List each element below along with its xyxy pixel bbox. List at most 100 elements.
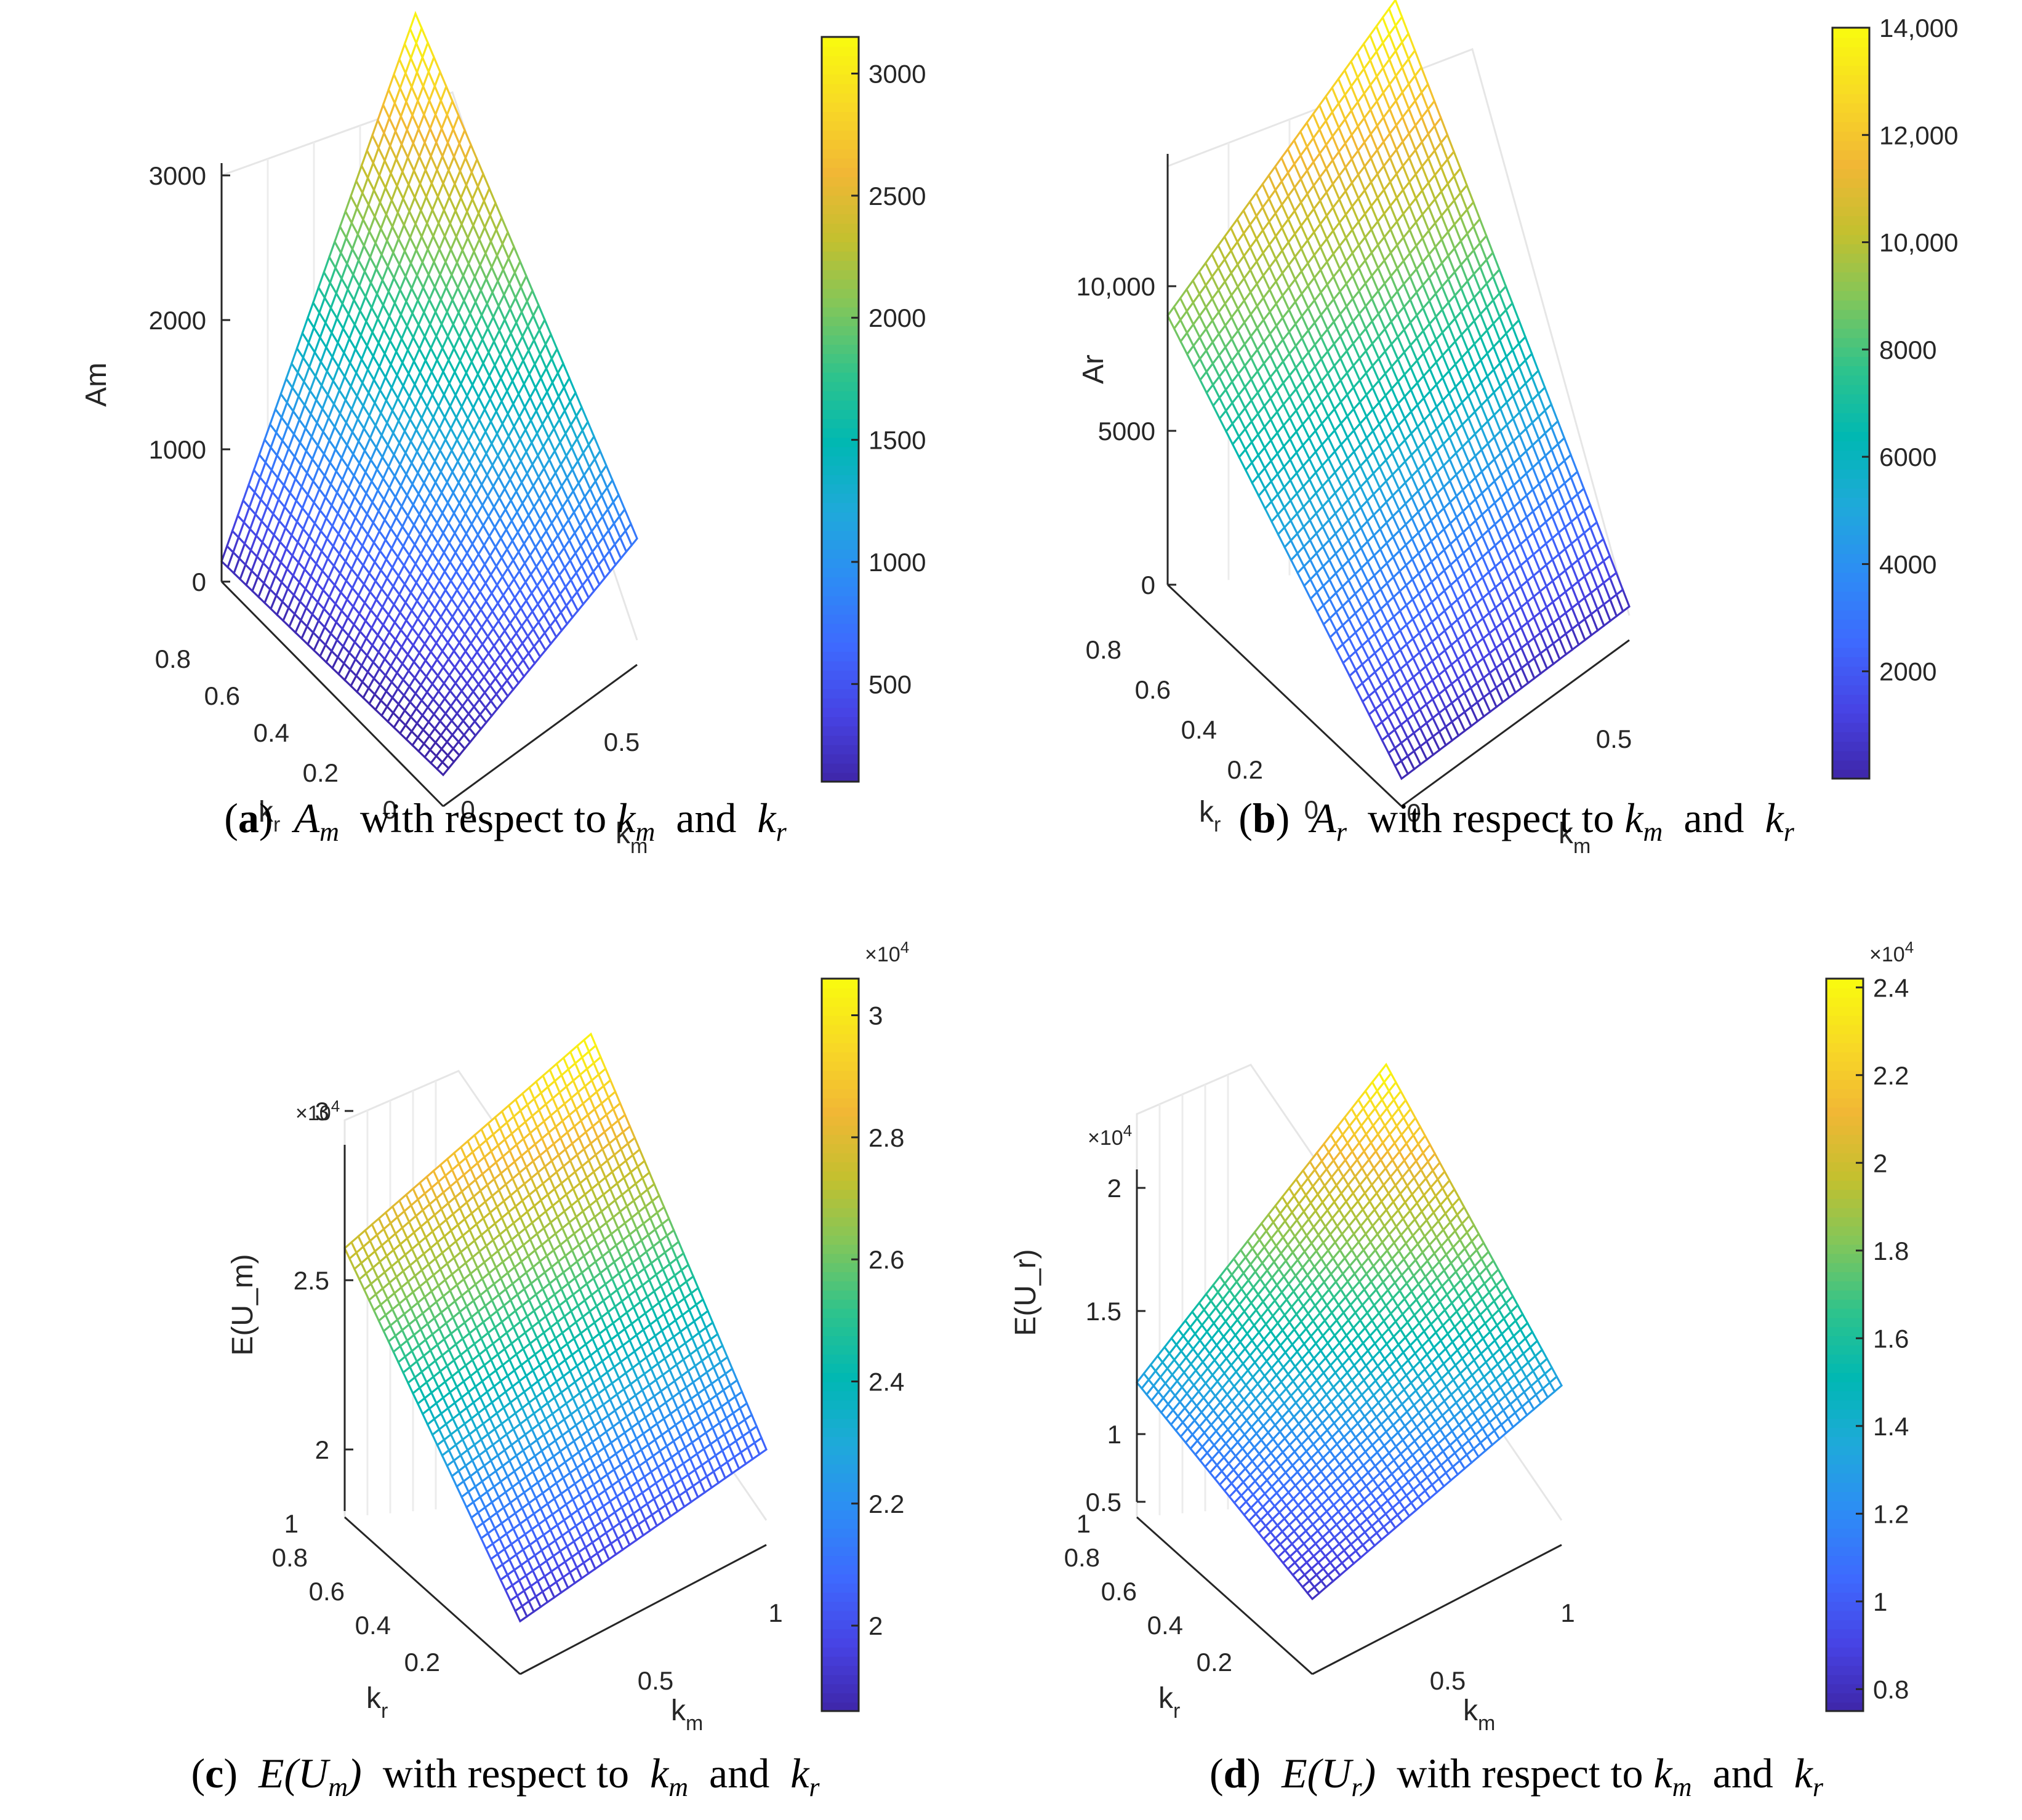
chart-a-colorbar-segment xyxy=(822,604,859,615)
chart-b-colorbar-segment xyxy=(1832,281,1869,291)
chart-c-colorbar-segment xyxy=(822,1326,859,1337)
chart-c-colorbar-segment xyxy=(822,1116,859,1126)
chart-c-colorbar-segment xyxy=(822,1638,859,1648)
chart-b-colorbar-segment xyxy=(1832,656,1869,667)
chart-a-colorbar-segment xyxy=(822,65,859,75)
chart-a-colorbar-segment xyxy=(822,335,859,345)
chart-b-zlabel: Ar xyxy=(1077,355,1110,384)
chart-b-colorbar-tick-label: 2000 xyxy=(1879,657,1936,686)
chart-b-colorbar-segment xyxy=(1832,159,1869,169)
chart-b-colorbar-segment xyxy=(1832,271,1869,282)
chart-a-colorbar-segment xyxy=(822,270,859,280)
chart-a-colorbar-segment xyxy=(822,363,859,373)
chart-a-colorbar-segment xyxy=(822,92,859,103)
chart-c-colorbar-segment xyxy=(822,1125,859,1135)
chart-a-colorbar-segment xyxy=(822,521,859,531)
chart-c-colorbar-tick-label: 2 xyxy=(869,1611,883,1640)
chart-c-colorbar-segment xyxy=(822,1171,859,1181)
chart-a-kr-axis xyxy=(220,580,444,808)
chart-a-colorbar-segment xyxy=(822,558,859,569)
chart-c-colorbar-segment xyxy=(822,1225,859,1236)
chart-d-svg: 0.511.520.20.40.60.810.51×104 0.811.21.4… xyxy=(1011,938,1914,1735)
chart-b-colorbar-tick-label: 14,000 xyxy=(1879,14,1958,42)
chart-c-colorbar-segment xyxy=(822,1491,859,1501)
chart-a-colorbar-segment xyxy=(822,204,859,215)
chart-c-km-axis xyxy=(520,1544,767,1675)
chart-b-colorbar-segment xyxy=(1832,694,1869,705)
chart-a-colorbar-segment xyxy=(822,697,859,708)
chart-a-colorbar-segment xyxy=(822,763,859,773)
chart-a-colorbar-segment xyxy=(822,428,859,438)
chart-c-colorbar-segment xyxy=(822,1161,859,1172)
chart-c-colorbar-segment xyxy=(822,1070,859,1080)
chart-b-colorbar-tick-label: 12,000 xyxy=(1879,121,1958,150)
chart-c-colorbar-segment xyxy=(822,1582,859,1593)
chart-b-surface-cell xyxy=(1387,0,1403,28)
chart-b-colorbar-segment xyxy=(1832,441,1869,451)
chart-b-colorbar-segment xyxy=(1832,337,1869,348)
chart-a-colorbar-segment xyxy=(822,372,859,382)
chart-b-colorbar-segment xyxy=(1832,450,1869,460)
chart-a-kr-tick-label: 0.6 xyxy=(204,681,240,710)
chart-c-colorbar-segment xyxy=(822,1390,859,1401)
chart-c-colorbar-segment xyxy=(822,1683,859,1694)
chart-a-colorbar-segment xyxy=(822,55,859,66)
chart-a-colorbar-segment xyxy=(822,251,859,261)
chart-b-colorbar-segment xyxy=(1832,356,1869,366)
chart-b-colorbar-segment xyxy=(1832,168,1869,178)
chart-b-colorbar-segment xyxy=(1832,74,1869,85)
chart-c-colorbar-segment xyxy=(822,1262,859,1272)
chart-b-km-axis xyxy=(1401,639,1630,808)
chart-b-colorbar-segment xyxy=(1832,497,1869,507)
chart-b-z-tick-label: 10,000 xyxy=(1077,272,1155,301)
chart-b-kr-tick-label: 0.6 xyxy=(1135,675,1171,704)
chart-a-colorbar-segment xyxy=(822,577,859,587)
chart-b-colorbar-segment xyxy=(1832,478,1869,489)
chart-c-colorbar-segment xyxy=(822,1619,859,1630)
chart-a-colorbar-segment xyxy=(822,353,859,364)
chart-b-z-tick-label: 5000 xyxy=(1098,417,1155,446)
chart-b-colorbar-segment xyxy=(1832,704,1869,714)
chart-b-colorbar-segment xyxy=(1832,28,1869,38)
chart-b-colorbar-segment xyxy=(1832,675,1869,686)
chart-a-colorbar-segment xyxy=(822,130,859,140)
chart-b-colorbar-segment xyxy=(1832,731,1869,742)
chart-a-colorbar-segment xyxy=(822,707,859,718)
chart-b-colorbar-segment xyxy=(1832,468,1869,479)
chart-c-colorbar-segment xyxy=(822,1363,859,1373)
chart-a-colorbar-segment xyxy=(822,176,859,186)
chart-a-colorbar-segment xyxy=(822,390,859,401)
chart-a-colorbar-segment xyxy=(822,325,859,335)
chart-c-colorbar-tick-label: 2.8 xyxy=(869,1123,904,1152)
chart-c-colorbar-segment xyxy=(822,1235,859,1245)
chart-b-colorbar-segment xyxy=(1832,46,1869,57)
chart-c-colorbar-segment xyxy=(822,1372,859,1382)
chart-a-colorbar-segment xyxy=(822,419,859,429)
chart-b-colorbar-segment xyxy=(1832,318,1869,329)
chart-a-colorbar-tick-label: 2500 xyxy=(869,182,926,210)
chart-a-z-tick-label: 1000 xyxy=(149,435,206,464)
chart-c-colorbar-segment xyxy=(822,1646,859,1657)
chart-b-colorbar-segment xyxy=(1832,600,1869,611)
chart-c-colorbar-segment xyxy=(822,1565,859,1574)
chart-c-colorbar-segment xyxy=(822,1353,859,1364)
chart-b-colorbar-segment xyxy=(1832,431,1869,442)
chart-c-surface-cell xyxy=(582,1032,597,1054)
chart-c-z-tick-label: 2.5 xyxy=(294,1266,329,1295)
chart-c-colorbar-segment xyxy=(822,1244,859,1254)
chart-a-colorbar-segment xyxy=(822,511,859,522)
chart-b-colorbar-segment xyxy=(1832,769,1869,780)
chart-b-colorbar-tick-label: 6000 xyxy=(1879,443,1936,471)
chart-c-kr-tick-label: 0.2 xyxy=(404,1648,440,1677)
chart-panel-c: 2 2.5 3 0.2 0.4 0.6 0.8 1 0.5 1 ×104 2 2.2 2.4 2.6 2.8… xyxy=(0,911,1011,1820)
chart-a-colorbar-segment xyxy=(822,195,859,206)
chart-c-colorbar-segment xyxy=(822,1052,859,1062)
chart-c-colorbar-tick-label: 2.6 xyxy=(869,1245,904,1274)
chart-c-colorbar-segment xyxy=(822,1107,859,1117)
chart-c-colorbar-segment xyxy=(822,1409,859,1419)
chart-c-colorbar-tick-label: 2.2 xyxy=(869,1489,904,1518)
chart-c-colorbar-segment xyxy=(822,1024,859,1035)
